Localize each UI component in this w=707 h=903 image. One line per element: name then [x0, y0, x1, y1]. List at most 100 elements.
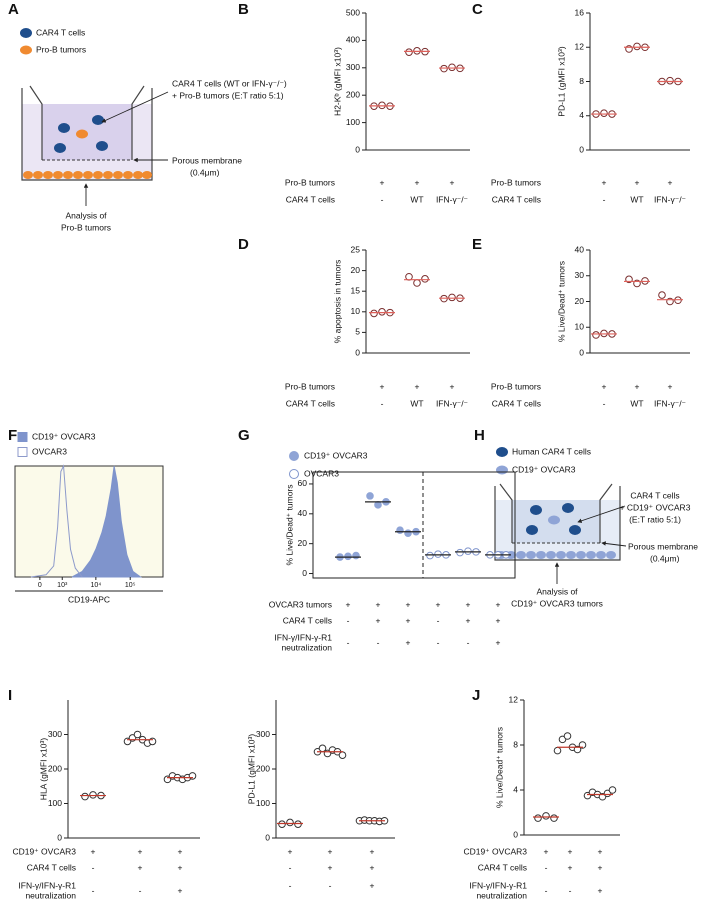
y-tick-label: 12: [575, 42, 585, 52]
y-tick-label: 200: [256, 763, 270, 773]
y-tick-label: 500: [346, 7, 360, 17]
y-tick-label: 0: [302, 568, 307, 578]
condition-value: +: [370, 846, 375, 856]
y-tick-label: 30: [575, 270, 585, 280]
condition-value: -: [139, 885, 142, 895]
plot-frame: [312, 471, 516, 579]
analysis-text: Analysis of: [65, 210, 107, 220]
condition-value: +: [376, 615, 381, 625]
membrane-text: (0.4μm): [190, 167, 220, 177]
arrow: [101, 91, 169, 123]
y-tick-label: 200: [346, 89, 360, 99]
y-tick-label: 12: [509, 694, 519, 704]
tumor-layer: [23, 171, 152, 179]
condition-value: -: [329, 880, 332, 890]
condition-label: Pro-B tumors: [285, 177, 335, 187]
tumor-icon: [496, 465, 508, 475]
condition-label: CAR4 T cells: [492, 398, 541, 408]
data-point: [378, 308, 386, 316]
legend-text: Human CAR4 T cells: [512, 446, 591, 456]
membrane-text: (0.4μm): [650, 553, 680, 563]
well: [494, 486, 621, 561]
condition-label: CAR4 T cells: [27, 862, 76, 872]
y-tick-label: 100: [48, 798, 62, 808]
data-point: [413, 279, 421, 287]
data-point: [553, 746, 562, 755]
x-tick-label: 10⁴: [90, 582, 101, 589]
y-tick-label: 0: [513, 829, 518, 839]
data-point: [404, 529, 412, 538]
y-tick-label: 300: [346, 62, 360, 72]
data-point: [666, 76, 674, 85]
t-cell-icon: [496, 447, 508, 457]
y-tick-label: 100: [346, 117, 360, 127]
condition-label: IFN-γ/IFN-γ-R1: [469, 880, 527, 890]
panel-label: E: [472, 236, 482, 253]
x-axis-label: CD19-APC: [68, 594, 110, 604]
x-tick-label: 10³: [57, 582, 68, 589]
condition-value: -: [603, 398, 606, 408]
condition-label: OVCAR3 tumors: [269, 599, 332, 609]
data-point: [563, 732, 572, 740]
t-cell-icon: [20, 28, 32, 38]
condition-value: +: [602, 177, 607, 187]
legend-swatch: [17, 432, 28, 442]
tumor-icon: [20, 45, 32, 55]
condition-value: +: [138, 846, 143, 856]
condition-value: +: [178, 846, 183, 856]
condition-value: -: [381, 398, 384, 408]
condition-value: +: [288, 846, 293, 856]
y-tick-label: 20: [575, 296, 585, 306]
condition-label: CAR4 T cells: [492, 194, 541, 204]
data-point: [318, 744, 327, 753]
condition-value: +: [496, 599, 501, 609]
data-point: [448, 63, 456, 72]
y-tick-label: 0: [265, 832, 270, 842]
condition-value: +: [568, 846, 573, 856]
y-axis-label: PD-L1 (gMFI x10³): [556, 46, 566, 117]
y-tick-label: 15: [351, 285, 361, 295]
y-tick-label: 10: [575, 322, 585, 332]
condition-value: +: [496, 615, 501, 625]
condition-value: -: [347, 637, 350, 647]
legend-swatch: [17, 447, 28, 457]
membrane-text: Porous membrane: [172, 155, 242, 165]
legend-marker: [289, 469, 299, 479]
condition-label: CD19⁺ OVCAR3: [463, 846, 527, 856]
panel-label: C: [472, 1, 483, 18]
data-point: [608, 786, 617, 794]
data-point: [426, 551, 434, 560]
data-point: [573, 745, 582, 754]
data-point: [366, 492, 374, 500]
condition-value: +: [598, 846, 603, 856]
condition-value: +: [436, 599, 441, 609]
condition-value: WT: [410, 194, 423, 204]
legend-label: OVCAR3: [304, 468, 339, 478]
condition-value: +: [178, 862, 183, 872]
condition-value: -: [347, 615, 350, 625]
y-tick-label: 8: [513, 739, 518, 749]
membrane-text: Porous membrane: [628, 541, 698, 551]
condition-label: neutralization: [25, 890, 76, 900]
data-point: [370, 309, 378, 318]
t-cells: [54, 115, 108, 153]
condition-label: CD19⁺ OVCAR3: [12, 846, 76, 856]
y-tick-label: 10: [351, 306, 361, 316]
condition-value: +: [406, 599, 411, 609]
arrow: [577, 505, 626, 523]
y-tick-label: 4: [513, 784, 518, 794]
condition-value: +: [602, 381, 607, 391]
condition-label: neutralization: [476, 890, 527, 900]
condition-value: -: [437, 637, 440, 647]
y-tick-label: 60: [298, 478, 308, 488]
y-axis-label: PD-L1 (gMFI x10³): [246, 734, 256, 805]
legend-marker: [289, 451, 299, 461]
condition-value: +: [635, 177, 640, 187]
legend-label: CD19⁺ OVCAR3: [304, 450, 368, 460]
condition-label: Pro-B tumors: [285, 381, 335, 391]
condition-value: -: [437, 615, 440, 625]
data-point: [396, 526, 404, 535]
condition-value: +: [370, 862, 375, 872]
condition-value: +: [178, 885, 183, 895]
condition-value: +: [406, 637, 411, 647]
